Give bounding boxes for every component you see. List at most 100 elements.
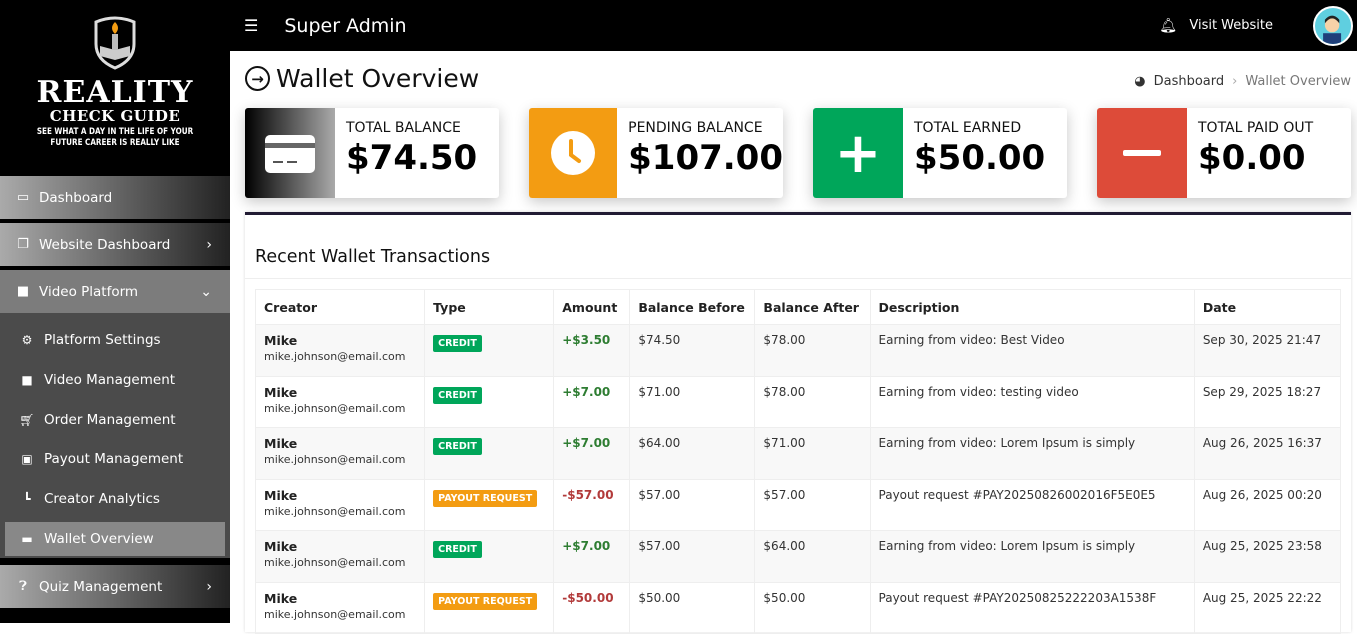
sidebar-item-creator-analytics[interactable]: ┗ Creator Analytics xyxy=(5,482,225,516)
description: Earning from video: Lorem Ipsum is simpl… xyxy=(869,530,1195,583)
total-balance-card: TOTAL BALANCE $74.50 xyxy=(245,108,499,198)
sidebar: REALITY CHECK GUIDE SEE WHAT A DAY IN TH… xyxy=(0,0,230,623)
type-badge: CREDIT xyxy=(433,335,482,352)
amount: +$7.00 xyxy=(562,436,611,450)
creator-name: Mike xyxy=(264,590,298,606)
question-icon: ❓︎ xyxy=(19,579,27,594)
description: Earning from video: Best Video xyxy=(869,324,1195,377)
table-row: Mike mike.johnson@email.com PAYOUT REQUES… xyxy=(254,581,1342,634)
shield-torch-logo-icon xyxy=(94,16,136,70)
date: Aug 26, 2025 16:37 xyxy=(1193,427,1342,480)
balance-after: $64.00 xyxy=(754,530,871,583)
plus-icon: + xyxy=(813,108,903,198)
breadcrumb: ◕ Dashboard › Wallet Overview xyxy=(1134,74,1351,89)
description: Payout request #PAY20250825222203A1538F xyxy=(869,581,1195,634)
dashboard-gauge-icon: ◕ xyxy=(1134,74,1146,89)
type-badge: CREDIT xyxy=(433,386,482,404)
arrow-circle-right-icon: → xyxy=(245,66,270,91)
gear-icon: ⚙ xyxy=(21,333,33,347)
copy-icon: ❐ xyxy=(17,237,29,252)
video-platform-submenu: ⚙ Platform Settings ■ Video Management 🛒︎ O… xyxy=(0,313,230,558)
topbar: ☰ Super Admin 🔔︎ Visit Website xyxy=(230,0,1357,51)
column-header: Balance Before xyxy=(629,289,756,325)
visit-website-link[interactable]: Visit Website xyxy=(1189,18,1273,33)
date: Sep 29, 2025 18:27 xyxy=(1193,375,1342,428)
logo[interactable]: REALITY CHECK GUIDE SEE WHAT A DAY IN TH… xyxy=(0,0,230,176)
column-header: Creator xyxy=(254,289,426,325)
creator-email: mike.johnson@email.com xyxy=(264,350,406,363)
menu-toggle-icon[interactable]: ☰ xyxy=(244,16,259,35)
transactions-panel: Recent Wallet Transactions Creator Type Am… xyxy=(245,212,1351,634)
column-header: Amount xyxy=(553,289,631,325)
balance-before: $57.00 xyxy=(629,530,756,583)
sidebar-item-dashboard[interactable]: ▭ Dashboard xyxy=(0,176,230,219)
column-header: Description xyxy=(869,289,1195,325)
chevron-down-icon: ⌄ xyxy=(200,283,212,300)
amount: +$7.00 xyxy=(562,384,611,399)
description: Earning from video: testing video xyxy=(869,375,1195,428)
chart-icon: ┗ xyxy=(23,492,31,506)
money-icon: ▣ xyxy=(21,452,33,466)
breadcrumb-dashboard[interactable]: Dashboard xyxy=(1153,74,1225,89)
type-badge: CREDIT xyxy=(433,438,482,455)
balance-after: $71.00 xyxy=(754,427,871,480)
creator-name: Mike xyxy=(264,384,298,400)
minus-icon xyxy=(1097,108,1187,198)
balance-before: $74.50 xyxy=(629,324,756,377)
creator-email: mike.johnson@email.com xyxy=(264,607,406,621)
bell-icon[interactable]: 🔔︎ xyxy=(1159,17,1177,34)
amount: -$57.00 xyxy=(562,487,614,502)
sidebar-item-order-management[interactable]: 🛒︎ Order Management xyxy=(19,412,176,428)
balance-after: $57.00 xyxy=(754,478,871,531)
balance-after: $50.00 xyxy=(754,581,871,634)
balance-after: $78.00 xyxy=(754,324,871,377)
date: Aug 25, 2025 22:22 xyxy=(1193,581,1342,634)
creator-email: mike.johnson@email.com xyxy=(264,556,406,569)
balance-before: $64.00 xyxy=(629,427,756,480)
type-badge: PAYOUT REQUEST xyxy=(433,489,538,507)
balance-before: $57.00 xyxy=(629,478,756,531)
creator-name: Mike xyxy=(264,333,298,348)
clock-icon xyxy=(529,108,618,198)
cart-icon: 🛒︎ xyxy=(19,413,35,427)
sidebar-item-wallet-overview[interactable]: ▬ Wallet Overview xyxy=(5,522,225,556)
sidebar-item-platform-settings[interactable]: ⚙ Platform Settings xyxy=(5,323,225,357)
app-title: Super Admin xyxy=(284,14,407,37)
sidebar-item-quiz-management[interactable]: ❓︎ Quiz Management › xyxy=(0,565,230,608)
total-earned-card: + TOTAL EARNED $50.00 xyxy=(813,108,1067,198)
amount: +$3.50 xyxy=(562,333,611,347)
column-header: Balance After xyxy=(754,289,871,325)
table-row: Mike mike.johnson@email.com CREDIT +$7.00… xyxy=(254,375,1342,428)
amount: -$50.00 xyxy=(562,590,614,605)
balance-before: $71.00 xyxy=(629,375,756,428)
creator-email: mike.johnson@email.com xyxy=(264,453,406,466)
breadcrumb-current: Wallet Overview xyxy=(1245,74,1351,89)
table-row: Mike mike.johnson@email.com CREDIT +$3.50… xyxy=(254,324,1342,377)
sidebar-item-video-management[interactable]: ■ Video Management xyxy=(5,363,225,397)
date: Sep 30, 2025 21:47 xyxy=(1193,324,1342,377)
video-icon: ■ xyxy=(16,284,30,299)
transactions-table: Creator Type Amount Balance Before Balance A… xyxy=(254,289,1342,634)
laptop-icon: ▭ xyxy=(16,190,30,205)
date: Aug 25, 2025 23:58 xyxy=(1193,530,1342,583)
table-row: Mike mike.johnson@email.com CREDIT +$7.00… xyxy=(254,427,1342,480)
sidebar-item-payout-management[interactable]: ▣ Payout Management xyxy=(5,442,225,476)
sidebar-item-website-dashboard[interactable]: ❐ Website Dashboard › xyxy=(0,223,230,266)
avatar[interactable] xyxy=(1313,6,1353,46)
creator-email: mike.johnson@email.com xyxy=(264,401,406,415)
page-title: → Wallet Overview xyxy=(245,64,479,93)
type-badge: PAYOUT REQUEST xyxy=(433,592,538,610)
creator-name: Mike xyxy=(264,539,298,554)
type-badge: CREDIT xyxy=(433,541,482,558)
balance-before: $50.00 xyxy=(629,581,756,634)
pending-balance-card: PENDING BALANCE $107.00 xyxy=(529,108,783,198)
total-paid-out-card: TOTAL PAID OUT $0.00 xyxy=(1097,108,1351,198)
creator-email: mike.johnson@email.com xyxy=(264,504,406,518)
creator-name: Mike xyxy=(264,436,298,451)
sidebar-item-video-platform[interactable]: ■ Video Platform ⌄ xyxy=(0,270,230,313)
creator-name: Mike xyxy=(264,487,298,503)
amount: +$7.00 xyxy=(562,539,611,553)
column-header: Date xyxy=(1193,289,1342,325)
table-row: Mike mike.johnson@email.com PAYOUT REQUES… xyxy=(254,478,1342,531)
video-icon: ■ xyxy=(21,373,33,387)
